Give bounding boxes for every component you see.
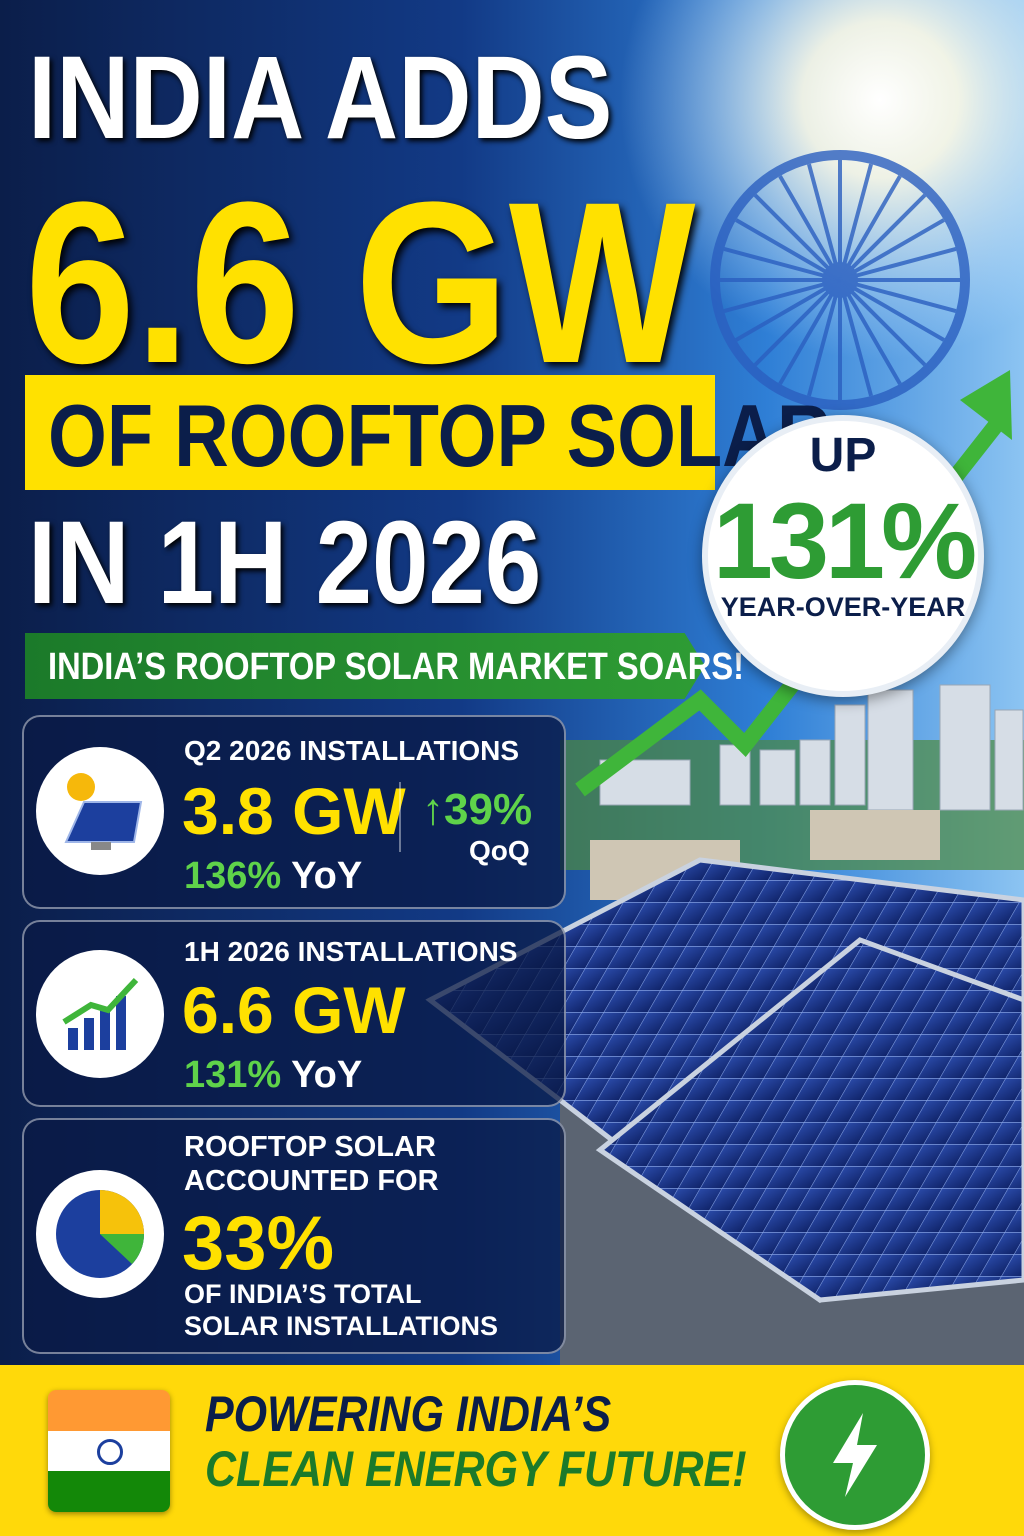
- card-value: 3.8 GW: [182, 774, 406, 848]
- badge-value: 131%: [712, 480, 977, 601]
- chakra: [710, 150, 970, 410]
- spoke: [838, 278, 927, 367]
- icon: [36, 747, 164, 875]
- spoke: [838, 163, 873, 281]
- headline: INDIA ADDS: [28, 32, 613, 164]
- spoke: [735, 278, 841, 342]
- qoq: ↑39%: [422, 785, 533, 834]
- card-label: Q2 2026 INSTALLATIONS: [184, 735, 520, 766]
- badge-top: UP: [809, 429, 877, 482]
- spoke: [838, 193, 927, 282]
- headline-value: 6.6 GW: [25, 154, 696, 411]
- arrow-head: [960, 370, 1012, 440]
- headline: OF ROOFTOP SOLAR: [48, 386, 832, 485]
- icon: [36, 950, 164, 1078]
- spoke: [838, 175, 902, 281]
- badge-bottom: YEAR-OVER-YEAR: [720, 592, 966, 622]
- spoke: [723, 278, 841, 313]
- spoke: [838, 279, 873, 397]
- spoke: [839, 278, 945, 342]
- buildings: [599, 684, 1024, 811]
- card-note: OF INDIA’S TOTAL SOLAR INSTALLATIONS: [184, 1279, 498, 1341]
- spoke: [723, 247, 841, 282]
- card: 1H 2026 INSTALLATIONS 6.6 GW 131% YoY: [22, 920, 566, 1107]
- badge: [702, 415, 984, 697]
- sun: [620, 0, 1024, 360]
- card-label: ROOFTOP SOLAR ACCOUNTED FOR: [184, 1131, 439, 1197]
- card-value: 33%: [182, 1201, 335, 1286]
- card-label: 1H 2026 INSTALLATIONS: [184, 936, 518, 967]
- qoq-unit: QoQ: [469, 835, 530, 866]
- spoke: [838, 279, 902, 385]
- spoke: [753, 193, 842, 282]
- card: Q2 2026 INSTALLATIONS 3.8 GW 136% YoY ↑3…: [22, 715, 566, 909]
- icon: [36, 1170, 164, 1298]
- flag: [48, 1390, 170, 1512]
- banner: [25, 633, 705, 699]
- spoke: [807, 279, 842, 397]
- spoke: [753, 278, 842, 367]
- spoke: [807, 163, 842, 281]
- card: ROOFTOP SOLAR ACCOUNTED FOR 33% OF INDIA’…: [22, 1118, 566, 1354]
- card-value: 6.6 GW: [182, 973, 406, 1047]
- card-growth: 136% YoY: [184, 855, 363, 897]
- divider: [399, 782, 401, 852]
- spoke: [778, 279, 842, 385]
- spoke: [735, 218, 841, 282]
- headline: IN 1H 2026: [28, 497, 542, 629]
- footer-text: POWERING INDIA’S: [205, 1386, 612, 1442]
- banner-text: INDIA’S ROOFTOP SOLAR MARKET SOARS!: [48, 646, 745, 688]
- spoke: [839, 218, 945, 282]
- house: [810, 810, 940, 860]
- footer-text: CLEAN ENERGY FUTURE!: [205, 1441, 747, 1497]
- spoke: [839, 278, 957, 313]
- solar-panels: [595, 937, 1024, 1303]
- spoke: [839, 247, 957, 282]
- headline-band: [25, 375, 715, 490]
- energy-icon: [780, 1380, 930, 1530]
- card-growth: 131% YoY: [184, 1054, 363, 1096]
- spoke: [778, 175, 842, 281]
